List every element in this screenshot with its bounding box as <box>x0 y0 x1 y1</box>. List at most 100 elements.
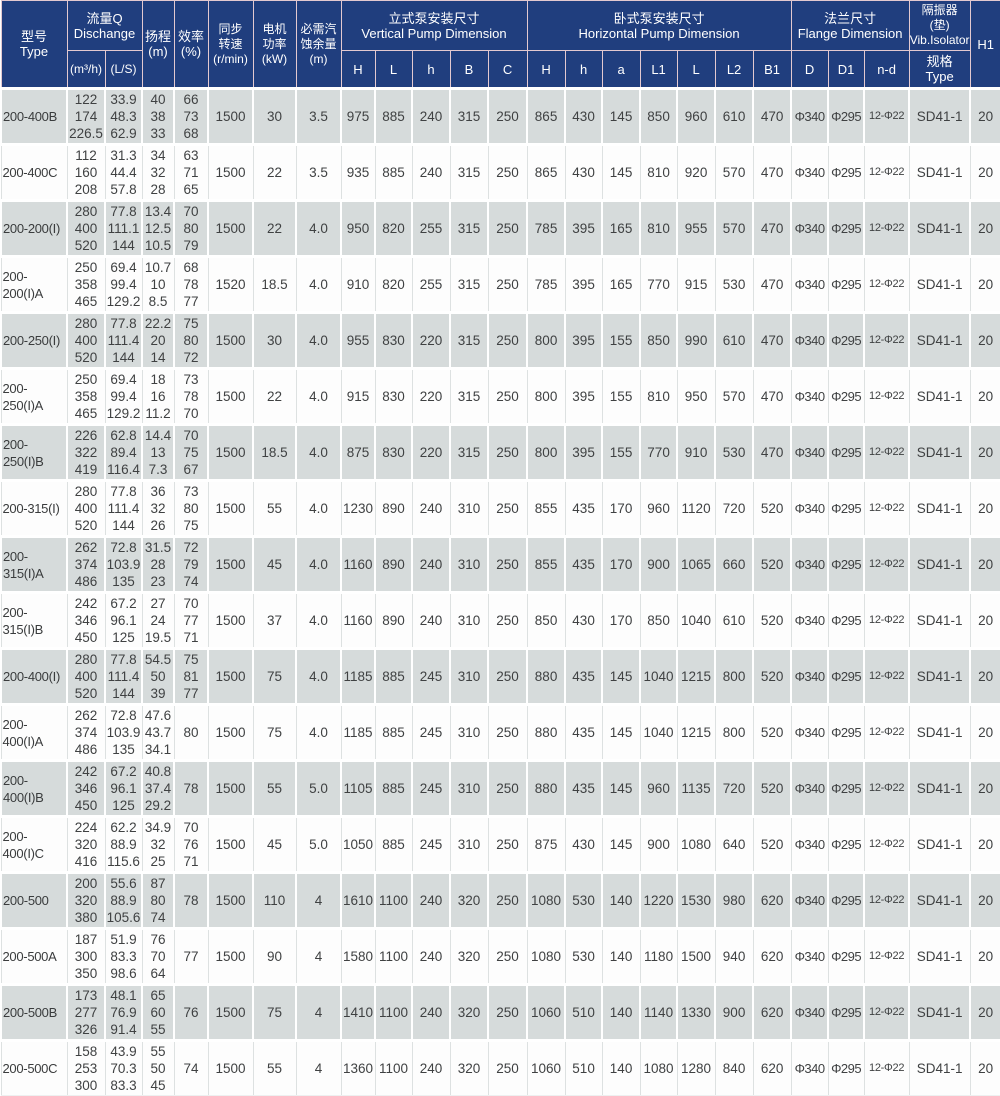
cell-hz-a: 145 <box>601 704 641 761</box>
cell-discharge-m3h: 250 358 465 <box>66 256 106 313</box>
cell-hz-a: 145 <box>601 144 641 201</box>
cell-h1: 20 <box>969 480 1000 537</box>
cell-hz-B1: 470 <box>752 368 792 425</box>
col-header-hz-L: L <box>676 50 716 89</box>
cell-h1: 20 <box>969 759 1000 818</box>
cell-hz-L1: 850 <box>639 311 679 370</box>
cell-power: 18.5 <box>252 423 297 482</box>
cell-discharge-ls: 48.1 76.9 91.4 <box>104 983 143 1042</box>
cell-v-h: 220 <box>411 368 451 425</box>
cell-hz-a: 145 <box>601 816 641 873</box>
cell-hz-H: 850 <box>526 592 566 649</box>
cell-v-B: 320 <box>449 1040 489 1096</box>
cell-flange-D1: Φ295 <box>827 1040 865 1096</box>
col-header-ls: (L/S) <box>104 50 143 89</box>
cell-discharge-m3h: 280 400 520 <box>66 311 106 370</box>
cell-hz-L: 1135 <box>676 759 717 818</box>
cell-h1: 20 <box>969 199 1000 258</box>
cell-discharge-m3h: 242 346 450 <box>66 592 106 649</box>
cell-v-C: 250 <box>486 423 529 482</box>
cell-type: 200-400C <box>0 144 68 201</box>
cell-hz-H: 880 <box>526 704 566 761</box>
cell-efficiency: 78 <box>173 759 209 818</box>
cell-h1: 20 <box>969 144 1000 201</box>
cell-v-B: 310 <box>449 816 489 873</box>
cell-hz-L2: 530 <box>714 256 754 313</box>
cell-hz-a: 155 <box>601 368 641 425</box>
cell-hz-L1: 770 <box>639 423 679 482</box>
cell-hz-a: 140 <box>601 928 641 985</box>
cell-vib-type: SD41-1 <box>908 928 971 985</box>
cell-speed: 1500 <box>207 311 254 370</box>
cell-hz-L1: 1140 <box>639 983 679 1042</box>
cell-hz-H: 1060 <box>526 1040 566 1096</box>
cell-v-C: 250 <box>486 647 529 706</box>
cell-discharge-m3h: 112 160 208 <box>66 144 106 201</box>
cell-hz-L2: 610 <box>714 592 754 649</box>
cell-hz-B1: 470 <box>752 311 793 370</box>
table-row: 200-500A 187 300 350 51.9 83.3 98.6 76 70 6… <box>0 928 1000 985</box>
cell-hz-H: 785 <box>526 256 566 313</box>
cell-flange-D: Φ340 <box>790 592 829 649</box>
cell-flange-nd: 12-Φ22 <box>863 144 910 201</box>
cell-hz-L1: 850 <box>639 592 678 649</box>
cell-flange-D1: Φ295 <box>827 928 865 985</box>
cell-v-L: 890 <box>374 480 413 537</box>
cell-hz-B1: 620 <box>752 871 793 930</box>
cell-v-h: 245 <box>411 647 451 706</box>
cell-hz-h: 435 <box>564 480 603 537</box>
cell-v-h: 240 <box>411 144 451 201</box>
cell-hz-B1: 520 <box>752 816 792 873</box>
cell-hz-a: 155 <box>601 311 642 370</box>
cell-discharge-m3h: 200 320 380 <box>66 871 106 930</box>
cell-v-H: 975 <box>340 87 376 146</box>
cell-efficiency: 73 78 70 <box>173 368 209 425</box>
col-header-npsh: 必需汽 蚀余量 (m) <box>295 0 342 89</box>
cell-speed: 1500 <box>207 87 254 146</box>
cell-flange-nd: 12-Φ22 <box>863 871 911 930</box>
col-header-hz-H: H <box>526 50 566 89</box>
cell-flange-D: Φ340 <box>790 256 829 313</box>
cell-v-C: 250 <box>486 87 529 146</box>
cell-v-B: 315 <box>449 368 489 425</box>
cell-head: 54.5 50 39 <box>141 647 175 706</box>
cell-type: 200-315(I)A <box>0 535 68 594</box>
cell-speed: 1500 <box>207 704 254 761</box>
cell-flange-D1: Φ295 <box>827 983 866 1042</box>
cell-type: 200-315(I)B <box>0 592 68 649</box>
cell-speed: 1500 <box>207 480 254 537</box>
cell-hz-L2: 980 <box>714 871 755 930</box>
cell-v-H: 1105 <box>340 759 376 818</box>
cell-v-h: 240 <box>411 1040 451 1096</box>
cell-hz-L2: 720 <box>714 480 754 537</box>
cell-head: 31.5 28 23 <box>141 535 175 594</box>
cell-type: 200-250(I) <box>0 311 68 370</box>
cell-v-h: 255 <box>411 256 451 313</box>
cell-flange-nd: 12-Φ22 <box>863 816 910 873</box>
cell-power: 18.5 <box>252 256 297 313</box>
col-header-vertical-dimension: 立式泵安装尺寸 Vertical Pump Dimension <box>340 0 528 51</box>
cell-hz-L: 1080 <box>676 816 716 873</box>
cell-power: 90 <box>252 928 297 985</box>
cell-flange-D: Φ340 <box>790 87 830 146</box>
cell-hz-a: 165 <box>601 256 641 313</box>
col-header-flange-D: D <box>790 50 829 89</box>
cell-speed: 1500 <box>207 423 254 482</box>
cell-hz-L1: 900 <box>639 816 678 873</box>
cell-hz-L2: 570 <box>714 199 755 258</box>
cell-hz-L1: 810 <box>639 368 678 425</box>
cell-npsh: 4.0 <box>295 480 342 537</box>
cell-discharge-ls: 72.8 103.9 135 <box>104 704 143 761</box>
cell-discharge-ls: 55.6 88.9 105.6 <box>104 871 143 930</box>
cell-hz-L: 1280 <box>676 1040 716 1096</box>
cell-discharge-ls: 33.9 48.3 62.9 <box>104 87 143 146</box>
cell-flange-nd: 12-Φ22 <box>863 928 910 985</box>
cell-v-B: 310 <box>449 759 489 818</box>
cell-head: 87 80 74 <box>141 871 175 930</box>
cell-hz-B1: 620 <box>752 928 792 985</box>
cell-npsh: 4.0 <box>295 368 342 425</box>
cell-v-H: 935 <box>340 144 376 201</box>
cell-hz-h: 530 <box>564 871 604 930</box>
cell-power: 30 <box>252 311 297 370</box>
